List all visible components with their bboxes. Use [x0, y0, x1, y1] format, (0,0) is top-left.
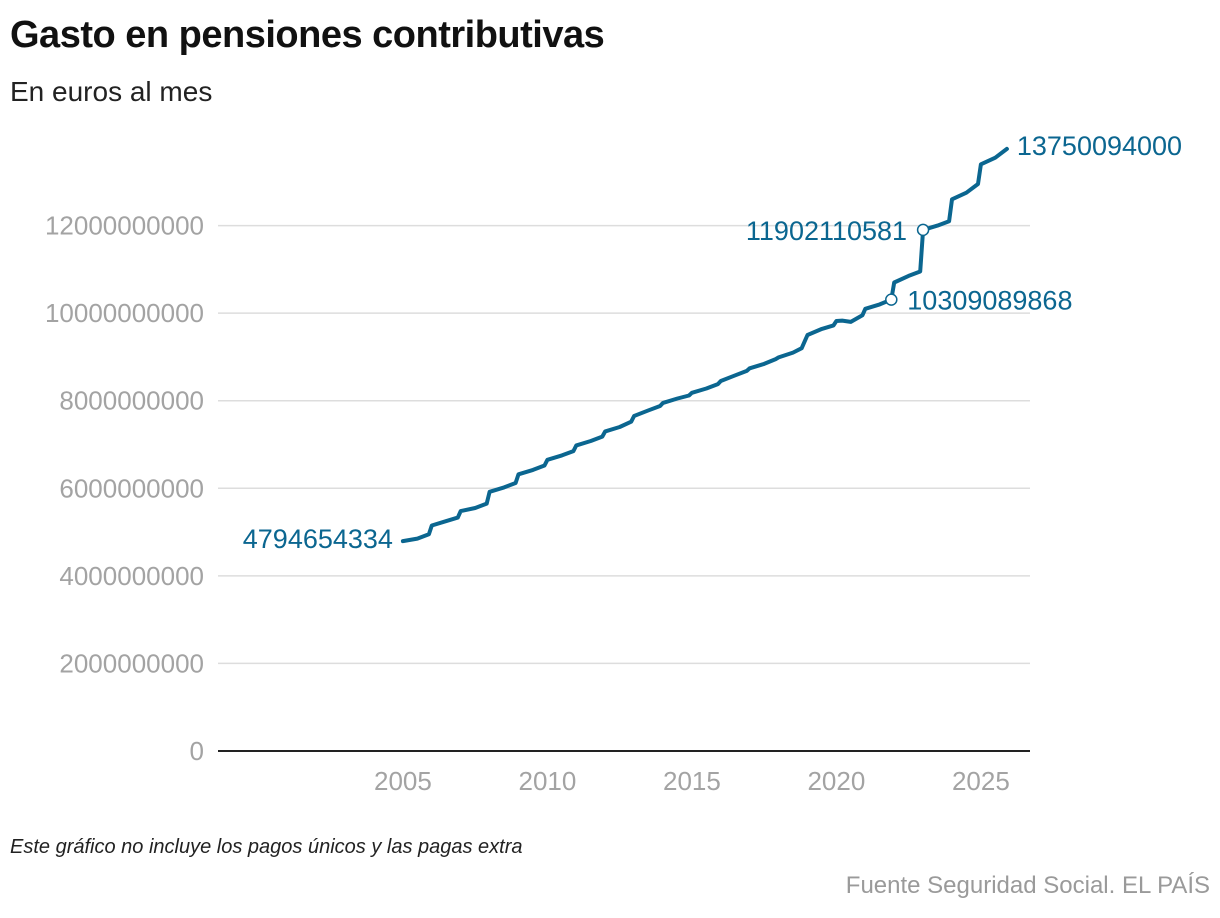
grid-layer: [218, 224, 1030, 665]
y-tick-label: 12000000000: [45, 211, 204, 241]
annotation-marker: [885, 293, 898, 306]
x-tick-label: 2010: [519, 766, 577, 796]
y-axis-ticks: 0 2000000000 4000000000 6000000000 800000000…: [45, 211, 204, 766]
x-tick-label: 2020: [807, 766, 865, 796]
y-tick-label: 0: [190, 736, 204, 766]
series-line-0: [400, 146, 1009, 544]
annotation-label: 13750094000: [1017, 131, 1182, 161]
chart-note: Este gráfico no incluye los pagos únicos…: [10, 836, 523, 858]
x-axis-ticks: 2005 2010 2015 2020 2025: [374, 766, 1010, 796]
chart-title: Gasto en pensiones contributivas: [10, 14, 605, 56]
y-tick-label: 10000000000: [45, 298, 204, 328]
annotation-marker: [916, 223, 930, 237]
chart-subtitle: En euros al mes: [10, 76, 213, 107]
source-credit: Fuente Seguridad Social. EL PAÍS: [845, 872, 1210, 899]
annotation-label: 4794654334: [243, 524, 393, 554]
annotation-label: 11902110581: [746, 216, 907, 246]
y-tick-label: 4000000000: [59, 561, 204, 591]
y-tick-label: 8000000000: [59, 386, 204, 416]
x-tick-label: 2015: [663, 766, 721, 796]
x-tick-label: 2005: [374, 766, 432, 796]
series-layer: [400, 146, 1009, 544]
annotation-layer: 4794654334 10309089868 11902110581 13750094…: [243, 131, 1182, 554]
y-tick-label: 6000000000: [59, 473, 204, 503]
x-tick-label: 2025: [952, 766, 1010, 796]
y-tick-label: 2000000000: [59, 648, 204, 678]
annotation-label: 10309089868: [907, 286, 1072, 316]
